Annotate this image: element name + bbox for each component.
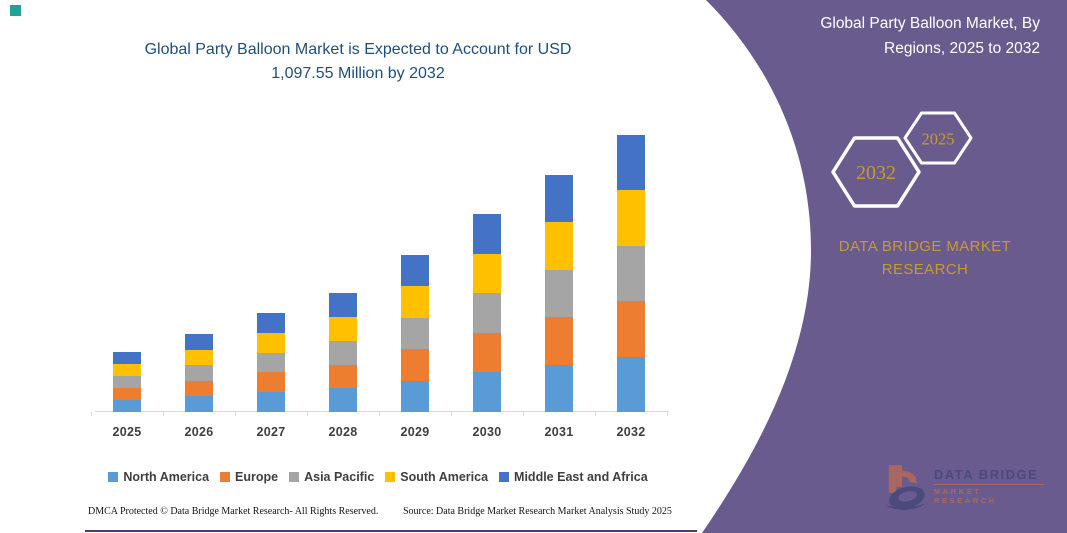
brand-text-line2: RESEARCH bbox=[881, 261, 969, 278]
brand-text: DATA BRIDGE MARKET RESEARCH bbox=[810, 235, 1040, 281]
axis-tick bbox=[379, 412, 380, 416]
plot-area: 2025 2026 2027 2028 2029 2030 2031 2032 bbox=[91, 135, 669, 439]
legend-swatch-icon bbox=[289, 472, 300, 482]
legend-item: Middle East and Africa bbox=[499, 470, 648, 484]
chart-title-line2: 1,097.55 Million by 2032 bbox=[271, 65, 445, 82]
bar-segment-middle-east-and-africa bbox=[329, 293, 357, 318]
bar-segment-south-america bbox=[329, 317, 357, 341]
panel-title-line1: Global Party Balloon Market, By bbox=[820, 15, 1040, 32]
bar-segment-north-america bbox=[545, 364, 573, 412]
legend-label: North America bbox=[123, 470, 210, 484]
axis-tick bbox=[307, 412, 308, 416]
bar-segment-south-america bbox=[617, 190, 645, 246]
bar-segment-asia-pacific bbox=[617, 245, 645, 302]
axis-tick bbox=[91, 412, 92, 416]
x-axis-label: 2026 bbox=[184, 425, 214, 439]
bar-segment-south-america bbox=[473, 253, 501, 294]
bar-segment-south-america bbox=[401, 286, 429, 318]
bar-segment-europe bbox=[617, 301, 645, 357]
bar-segment-europe bbox=[185, 380, 213, 397]
bar-segment-north-america bbox=[473, 372, 501, 412]
legend-swatch-icon bbox=[385, 472, 396, 482]
bar-segment-south-america bbox=[257, 332, 285, 353]
bar-segment-north-america bbox=[329, 388, 357, 412]
bottom-accent-line bbox=[85, 530, 697, 532]
chart-title: Global Party Balloon Market is Expected … bbox=[96, 38, 620, 86]
legend-item: South America bbox=[385, 470, 488, 484]
legend-label: South America bbox=[400, 470, 489, 484]
bar-segment-asia-pacific bbox=[329, 340, 357, 365]
bar-segment-middle-east-and-africa bbox=[545, 175, 573, 223]
bar-segment-middle-east-and-africa bbox=[257, 313, 285, 333]
bar-segment-north-america bbox=[257, 392, 285, 412]
dbmr-logo-b-icon bbox=[885, 464, 927, 510]
legend-item: Asia Pacific bbox=[289, 470, 374, 484]
bar-segment-south-america bbox=[185, 349, 213, 366]
bar-segment-asia-pacific bbox=[401, 317, 429, 350]
x-axis-label: 2029 bbox=[400, 425, 430, 439]
bar-segment-asia-pacific bbox=[185, 365, 213, 381]
bar-segment-north-america bbox=[401, 380, 429, 412]
axis-tick bbox=[451, 412, 452, 416]
bar-segment-europe bbox=[113, 388, 141, 401]
purple-panel-shape bbox=[702, 0, 1067, 533]
axis-tick bbox=[235, 412, 236, 416]
legend-swatch-icon bbox=[499, 472, 510, 482]
logo-name-text: DATA BRIDGE bbox=[933, 467, 1044, 485]
x-axis-label: 2027 bbox=[256, 425, 286, 439]
bar-segment-europe bbox=[329, 364, 357, 389]
bar-segment-asia-pacific bbox=[113, 376, 141, 389]
x-axis-label: 2030 bbox=[472, 425, 502, 439]
bar-segment-europe bbox=[473, 332, 501, 373]
x-axis-label: 2031 bbox=[544, 425, 574, 439]
bar-segment-middle-east-and-africa bbox=[473, 214, 501, 254]
dbmr-logo: DATA BRIDGE MARKET RESEARCH bbox=[884, 458, 1044, 514]
bar-segment-asia-pacific bbox=[257, 352, 285, 373]
bar-segment-south-america bbox=[113, 364, 141, 377]
x-axis-label: 2032 bbox=[616, 425, 646, 439]
bar-segment-middle-east-and-africa bbox=[617, 135, 645, 191]
year-hexagons: 2032 2025 bbox=[831, 111, 973, 208]
bar-segment-north-america bbox=[617, 356, 645, 412]
bar-segment-middle-east-and-africa bbox=[113, 352, 141, 365]
legend-label: Middle East and Africa bbox=[514, 470, 648, 484]
x-axis-label: 2028 bbox=[328, 425, 358, 439]
legend-swatch-icon bbox=[108, 472, 119, 482]
bar-segment-asia-pacific bbox=[473, 293, 501, 333]
footer-dmca-text: DMCA Protected © Data Bridge Market Rese… bbox=[88, 506, 379, 517]
legend-label: Europe bbox=[235, 470, 279, 484]
footer-source-text: Source: Data Bridge Market Research Mark… bbox=[403, 506, 672, 517]
legend: North America Europe Asia Pacific South Ame… bbox=[78, 470, 678, 484]
bar-segment-europe bbox=[401, 349, 429, 381]
hexagon-2025-label: 2025 bbox=[922, 130, 955, 149]
panel-title-line2: Regions, 2025 to 2032 bbox=[884, 40, 1040, 57]
axis-tick bbox=[163, 412, 164, 416]
chart-title-line1: Global Party Balloon Market is Expected … bbox=[144, 41, 572, 58]
bar-segment-europe bbox=[545, 317, 573, 365]
hexagon-2025-icon bbox=[903, 111, 973, 165]
x-axis-line bbox=[95, 411, 669, 412]
axis-tick bbox=[523, 412, 524, 416]
logo-subtitle-text: MARKET RESEARCH bbox=[933, 487, 997, 505]
brand-text-line1: DATA BRIDGE MARKET bbox=[838, 238, 1012, 255]
axis-tick bbox=[595, 412, 596, 416]
bar-segment-middle-east-and-africa bbox=[185, 334, 213, 350]
panel-title: Global Party Balloon Market, By Regions,… bbox=[740, 11, 1040, 61]
bar-segment-north-america bbox=[185, 396, 213, 412]
bar-segment-middle-east-and-africa bbox=[401, 254, 429, 287]
legend-item: North America bbox=[108, 470, 209, 484]
x-axis-label: 2025 bbox=[112, 425, 142, 439]
legend-swatch-icon bbox=[220, 472, 231, 482]
legend-label: Asia Pacific bbox=[304, 470, 375, 484]
bar-segment-north-america bbox=[113, 400, 141, 412]
legend-item: Europe bbox=[220, 470, 278, 484]
hexagon-2032-label: 2032 bbox=[856, 162, 896, 184]
corner-accent-square bbox=[10, 5, 21, 16]
axis-tick bbox=[667, 412, 668, 416]
hexagon-2032-icon bbox=[831, 136, 921, 208]
bar-segment-asia-pacific bbox=[545, 269, 573, 318]
bar-segment-south-america bbox=[545, 222, 573, 270]
bar-segment-europe bbox=[257, 372, 285, 393]
